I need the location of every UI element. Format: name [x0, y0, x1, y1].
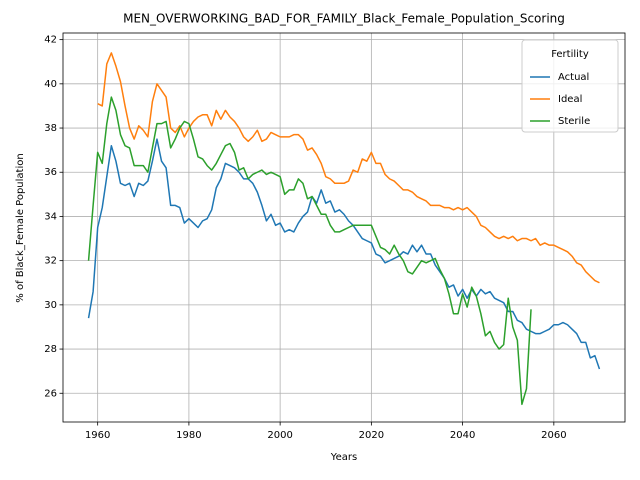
series-line	[87, 96, 532, 406]
plot-frame	[62, 32, 626, 423]
y-tick-label: 34	[44, 211, 57, 222]
y-tick-label: 42	[44, 35, 57, 46]
legend-title: Fertility	[551, 49, 589, 60]
x-tick-label: 1960	[85, 430, 110, 441]
legend-label: Actual	[558, 72, 589, 83]
y-tick-label: 32	[44, 256, 57, 267]
x-tick-label: 2000	[267, 430, 292, 441]
x-tick-label: 1980	[176, 430, 201, 441]
x-tick-label: 2020	[359, 430, 384, 441]
series-line	[97, 52, 600, 284]
y-tick-label: 38	[44, 123, 57, 134]
y-tick-label: 30	[44, 300, 57, 311]
legend-label: Ideal	[558, 94, 582, 105]
legend-box	[521, 39, 619, 133]
chart-title: MEN_OVERWORKING_BAD_FOR_FAMILY_Black_Fem…	[123, 12, 565, 26]
x-tick-label: 2060	[541, 430, 566, 441]
x-tick-label: 2040	[450, 430, 475, 441]
y-axis-label: % of Black_Female Population	[15, 153, 26, 302]
x-axis-label: Years	[330, 452, 357, 463]
y-tick-label: 26	[44, 388, 57, 399]
y-tick-label: 40	[44, 79, 57, 90]
y-tick-label: 36	[44, 167, 57, 178]
legend-label: Sterile	[558, 116, 590, 127]
y-tick-label: 28	[44, 344, 57, 355]
series-line	[87, 138, 601, 370]
